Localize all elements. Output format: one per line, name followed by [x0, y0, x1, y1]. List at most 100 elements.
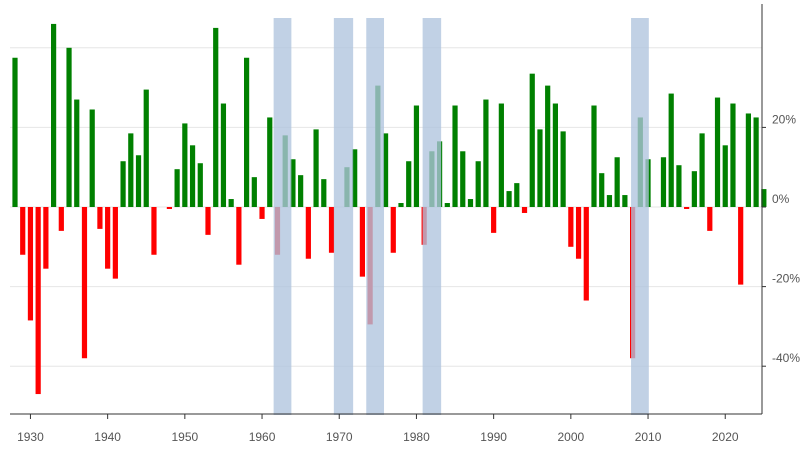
bar-1965 — [298, 175, 304, 207]
bar-1986 — [460, 151, 466, 207]
bar-1991 — [498, 103, 504, 207]
bar-1994 — [521, 207, 528, 213]
bar-1972 — [352, 149, 358, 207]
bar-1959 — [251, 177, 257, 207]
bar-1944 — [135, 155, 142, 207]
bar-1938 — [89, 109, 95, 207]
y-tick-label: -40% — [772, 351, 800, 365]
y-tick-label: -20% — [772, 272, 800, 286]
bar-1964 — [290, 159, 296, 207]
x-tick-label-2010: 2010 — [635, 430, 662, 444]
bar-1936 — [74, 99, 80, 207]
bar-2019 — [714, 97, 721, 207]
bar-2024 — [753, 117, 759, 207]
bar-1948 — [166, 207, 172, 209]
bar-1951 — [189, 145, 196, 207]
bar-1931 — [35, 207, 41, 395]
x-tick-label-1970: 1970 — [326, 430, 353, 444]
bar-1997 — [545, 85, 551, 207]
bar-2004 — [599, 173, 605, 207]
x-tick-label-2000: 2000 — [557, 430, 584, 444]
bar-1949 — [174, 169, 180, 207]
bar-2013 — [668, 93, 674, 207]
bar-1968 — [321, 179, 327, 207]
bar-2025 — [761, 189, 767, 207]
bar-1946 — [151, 207, 157, 255]
bar-1954 — [213, 27, 219, 208]
bar-1955 — [220, 103, 227, 207]
bar-1956 — [228, 199, 234, 207]
bar-2022 — [738, 207, 744, 285]
bar-1966 — [305, 207, 311, 259]
bar-2023 — [745, 113, 751, 207]
recession-band-1 — [273, 18, 292, 415]
bar-1999 — [560, 131, 566, 207]
bar-1943 — [128, 133, 134, 207]
bar-1935 — [66, 47, 72, 207]
bar-2018 — [707, 207, 713, 231]
recession-band-5 — [631, 18, 649, 415]
bar-1928 — [12, 57, 18, 207]
x-tick-label-1930: 1930 — [17, 430, 44, 444]
bar-1945 — [143, 89, 149, 207]
recession-band-2 — [333, 18, 354, 415]
y-tick-labels: 20% 0% -20% -40% — [762, 112, 800, 367]
bar-1990 — [491, 207, 497, 233]
bar-1942 — [120, 161, 126, 207]
bar-2000 — [568, 207, 574, 247]
bar-1998 — [552, 103, 558, 207]
bar-1988 — [475, 161, 481, 207]
y-tick-label: 0% — [772, 192, 790, 206]
bar-1937 — [81, 207, 88, 359]
bar-1985 — [452, 105, 458, 207]
bar-2017 — [699, 133, 705, 207]
bar-1996 — [537, 129, 543, 207]
bar-1940 — [105, 207, 111, 269]
bar-2002 — [583, 207, 589, 301]
x-tick-labels: 1930 1940 1950 1960 1970 1980 1990 2000 2010 2020 — [17, 414, 739, 444]
bar-1973 — [359, 207, 365, 277]
axes — [10, 4, 763, 415]
bar-1958 — [244, 57, 250, 207]
bar-1929 — [20, 207, 26, 255]
bar-1934 — [58, 207, 64, 231]
bar-2006 — [614, 157, 620, 207]
recession-overlay — [273, 18, 649, 415]
x-tick-label-1980: 1980 — [403, 430, 430, 444]
bar-1989 — [483, 99, 489, 207]
bar-1941 — [112, 207, 118, 279]
bar-2005 — [606, 195, 613, 207]
bar-2003 — [591, 105, 597, 207]
recession-band-3 — [366, 18, 385, 415]
bar-1977 — [390, 207, 396, 253]
bar-1950 — [182, 123, 188, 207]
bar-1933 — [51, 23, 57, 208]
x-tick-label-1990: 1990 — [480, 430, 507, 444]
y-tick-label: 20% — [772, 112, 796, 126]
x-tick-label-1950: 1950 — [171, 430, 198, 444]
bar-1984 — [444, 203, 450, 207]
bar-1978 — [398, 203, 404, 207]
bar-1960 — [259, 207, 265, 219]
bars — [12, 23, 767, 395]
bar-1992 — [506, 191, 512, 207]
bar-2021 — [730, 103, 736, 207]
bar-1957 — [236, 207, 242, 265]
bar-1969 — [328, 207, 335, 253]
bar-1961 — [267, 117, 273, 207]
bar-1976 — [382, 133, 389, 207]
bar-1987 — [467, 199, 474, 207]
x-tick-label-2020: 2020 — [712, 430, 739, 444]
bar-1932 — [43, 207, 49, 269]
bar-1939 — [97, 207, 103, 229]
recession-band-4 — [422, 18, 442, 415]
bar-2001 — [575, 207, 582, 259]
bar-1995 — [529, 73, 535, 207]
bar-1980 — [413, 105, 420, 207]
x-tick-label-1940: 1940 — [94, 430, 121, 444]
bar-1993 — [514, 183, 520, 207]
bar-2016 — [691, 171, 697, 207]
bar-1967 — [313, 129, 319, 207]
bar-2007 — [622, 195, 628, 207]
